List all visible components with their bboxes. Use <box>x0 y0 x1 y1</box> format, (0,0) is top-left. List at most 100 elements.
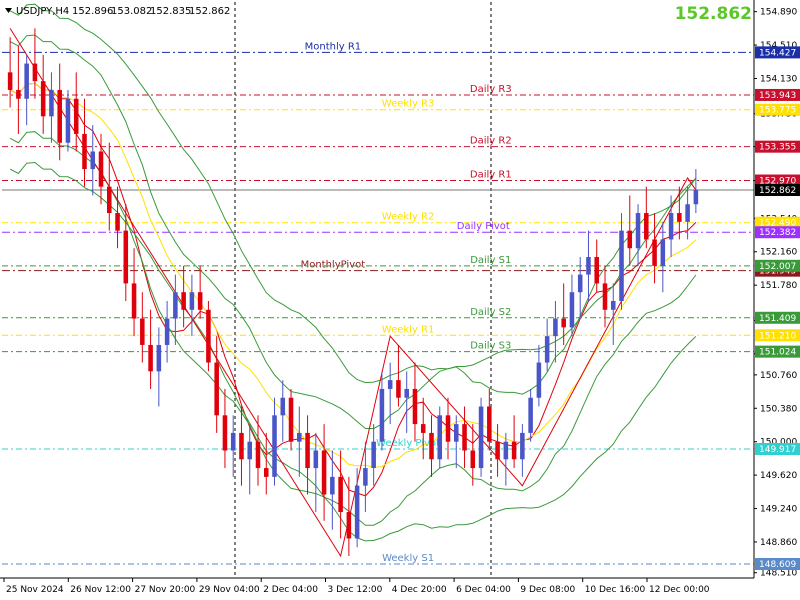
candle-body <box>57 89 62 143</box>
candle-body <box>222 415 228 451</box>
x-tick-label: 10 Dec 16:00 <box>585 585 646 595</box>
candle-body <box>371 441 376 469</box>
candle-body <box>330 476 335 495</box>
candle-body <box>396 380 401 398</box>
candle-body <box>387 380 393 389</box>
candle-body <box>263 468 269 477</box>
candle-body <box>644 213 649 240</box>
candle-body <box>280 397 286 416</box>
candle-body <box>24 63 29 99</box>
price-tag-label: 153.943 <box>759 91 796 101</box>
candle-body <box>16 89 21 99</box>
x-tick-label: 6 Dec 04:00 <box>456 585 511 595</box>
candle-body <box>189 292 195 310</box>
price-tag <box>755 174 800 187</box>
candle-body <box>511 441 517 460</box>
candle-body <box>107 186 112 214</box>
candle-body <box>363 468 368 486</box>
candle-body <box>65 98 71 143</box>
candle-body <box>561 318 566 328</box>
price-tag <box>755 226 800 239</box>
triangle-down-icon[interactable] <box>5 8 12 13</box>
level-label: Weekly Pivot <box>376 438 440 449</box>
price-tag <box>755 345 800 358</box>
candle-body <box>239 432 244 460</box>
price-tag <box>755 46 800 59</box>
candle-body <box>288 397 294 442</box>
chart-header: USDJPY,H4 152.896 153.082 152.835 152.86… <box>5 6 230 17</box>
candle-body <box>660 239 666 266</box>
pivot-levels: Monthly R1 Daily R3 Weekly R3 Daily R2 Daily… <box>2 41 754 565</box>
price-tag-label: 154.427 <box>759 48 796 58</box>
vertical-grid-lines <box>234 2 492 578</box>
candle-body <box>420 424 426 433</box>
price-tag <box>755 259 800 272</box>
candle-body <box>668 213 674 240</box>
candle-body <box>354 485 360 539</box>
candle-body <box>528 397 533 433</box>
candle-body <box>90 151 96 170</box>
candle-body <box>230 432 236 451</box>
candle-body <box>7 72 13 90</box>
candle-body <box>462 424 467 451</box>
y-tick-label: 154.130 <box>760 75 797 85</box>
candle-body <box>181 292 186 310</box>
band-lower-line <box>9 131 697 526</box>
x-tick-label: 26 Nov 12:00 <box>70 585 131 595</box>
candle-body <box>313 450 319 469</box>
symbol-label: USDJPY,H4 <box>16 6 69 17</box>
current-price-display: 152.862 <box>675 4 752 24</box>
price-tag <box>755 442 800 455</box>
candle-body <box>610 300 616 310</box>
price-tag-label: 153.355 <box>759 143 796 153</box>
candle-body <box>73 98 79 134</box>
price-tag-label: 153.775 <box>759 106 796 116</box>
low-value: 152.835 <box>150 6 191 17</box>
candle-body <box>247 441 252 460</box>
price-tag <box>755 216 800 229</box>
price-tag <box>755 88 800 101</box>
level-label: Daily S2 <box>470 307 511 318</box>
candle-body <box>454 424 459 442</box>
candle-body <box>503 441 509 460</box>
level-label: Weekly S1 <box>382 553 434 564</box>
level-label: Weekly R2 <box>382 212 435 223</box>
candle-body <box>40 81 46 117</box>
candle-body <box>478 406 484 469</box>
price-tag-label: 151.409 <box>759 314 796 324</box>
candle-body <box>338 476 343 513</box>
candle-body <box>82 133 87 170</box>
candle-body <box>487 406 492 442</box>
candle-body <box>173 292 178 319</box>
y-tick-label: 154.890 <box>760 8 797 18</box>
candle-body <box>156 344 162 372</box>
candlesticks <box>7 28 699 557</box>
price-tag-label: 148.609 <box>759 560 796 570</box>
y-tick-label: 150.760 <box>760 371 797 381</box>
candle-body <box>297 432 302 442</box>
price-tag-label: 152.490 <box>759 219 796 229</box>
candle-body <box>569 292 575 328</box>
candle-body <box>379 388 385 442</box>
candle-body <box>346 512 352 539</box>
open-value: 152.896 <box>72 6 113 17</box>
high-value: 153.082 <box>111 6 152 17</box>
ma-yellow-line <box>9 82 697 468</box>
y-tick-label: 152.160 <box>760 248 797 258</box>
candle-body <box>437 415 443 460</box>
y-tick-label: 154.510 <box>760 41 797 51</box>
level-label: Daily S1 <box>470 255 511 266</box>
band-outer-upper-line <box>9 3 697 384</box>
y-tick-label: 150.380 <box>760 404 797 414</box>
price-tag-label: 149.917 <box>759 445 796 455</box>
price-tag <box>755 311 800 324</box>
x-tick-label: 25 Nov 2024 <box>6 585 64 595</box>
candle-body <box>635 213 641 249</box>
price-tag <box>755 140 800 153</box>
candle-body <box>627 230 633 249</box>
level-label: Weekly R3 <box>382 99 435 110</box>
candle-body <box>115 213 120 231</box>
candle-body <box>586 257 591 275</box>
